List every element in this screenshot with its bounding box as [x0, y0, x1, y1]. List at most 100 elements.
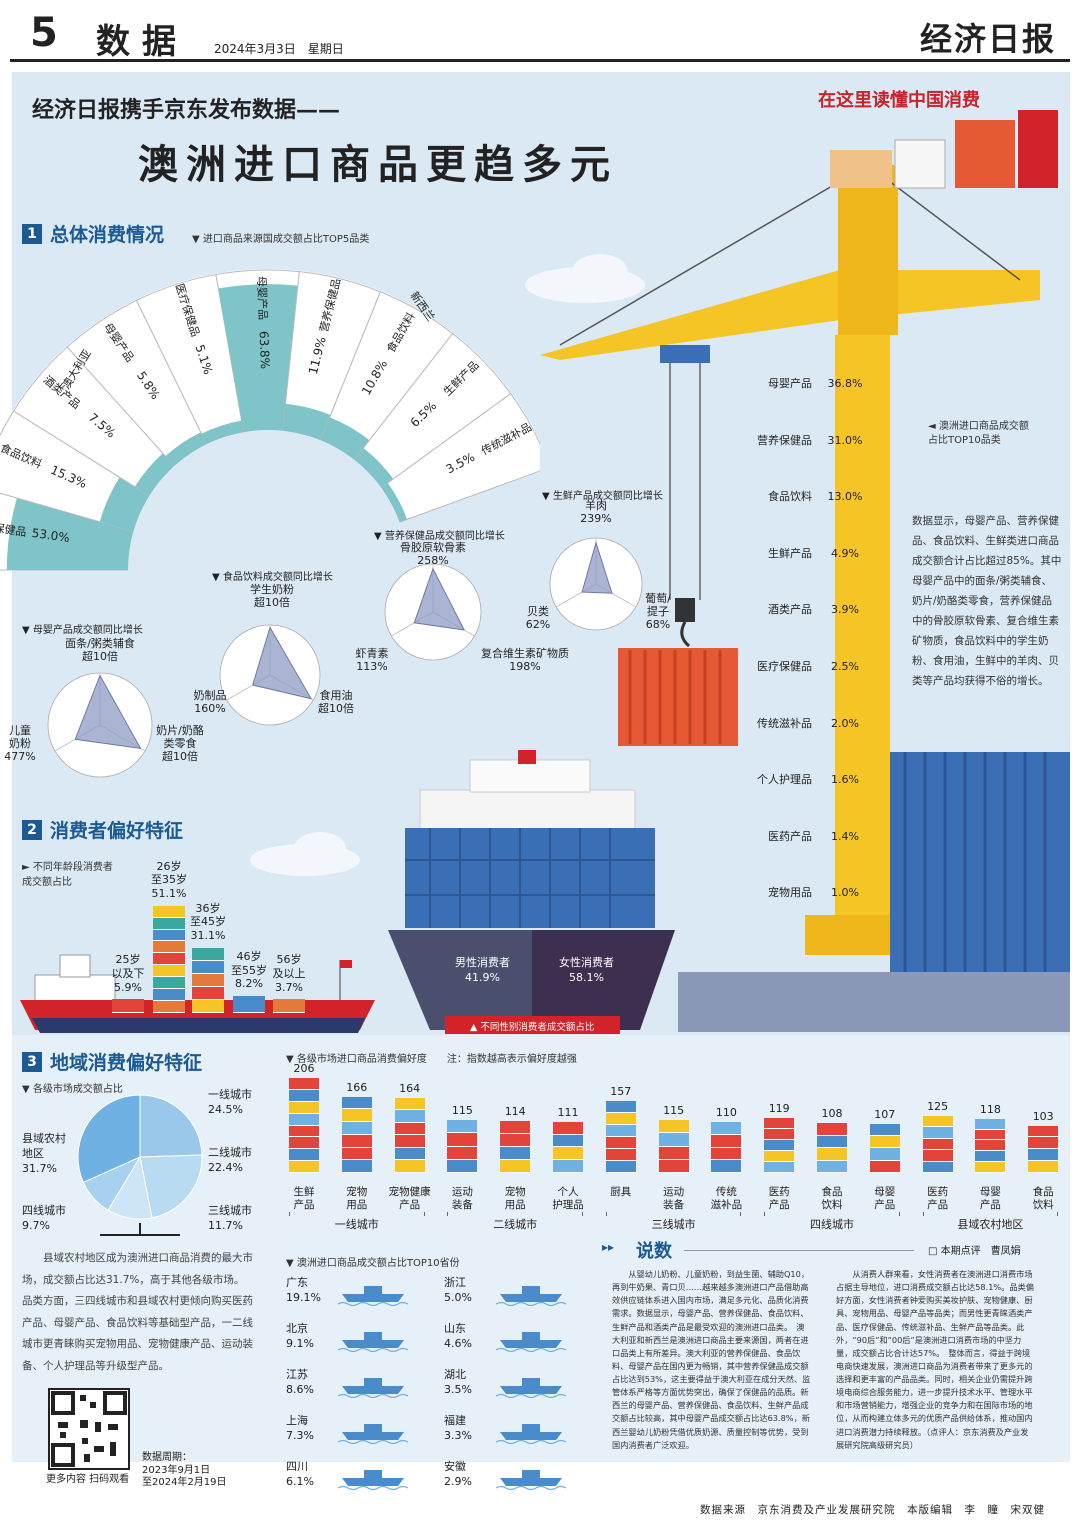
preference-bar-segment	[817, 1160, 847, 1173]
radar-label: 258%	[417, 554, 448, 567]
province-name: 浙江	[444, 1276, 466, 1289]
pie-label-name: 四线城市	[22, 1204, 66, 1217]
age-label: 56岁 及以上 3.7%	[259, 953, 319, 994]
ship-icon	[496, 1424, 566, 1444]
pie-label-value: 24.5%	[208, 1102, 243, 1116]
radar-label: 超10倍	[254, 595, 290, 609]
top10-row: 酒类产品 3.9%	[740, 600, 890, 620]
preference-bar	[500, 1120, 531, 1173]
preference-bar-segment	[975, 1129, 1006, 1141]
radar-label: 477%	[4, 750, 35, 763]
top10-row: 个人护理品 1.6%	[740, 770, 890, 790]
cloud-icon	[250, 254, 645, 876]
section-number: 3	[22, 1051, 42, 1072]
section-2-header: 2 消费者偏好特征	[22, 816, 183, 843]
pie-label-name: 县域农村 地区	[22, 1132, 66, 1160]
province-name: 北京	[286, 1322, 308, 1335]
province-name: 上海	[286, 1414, 308, 1427]
province-caption: ▼ 澳洲进口商品成交额占比TOP10省份	[286, 1258, 460, 1269]
preference-caption-text: 各级市场进口商品消费偏好度	[296, 1054, 427, 1065]
shopping-crates-illustration	[830, 110, 1058, 189]
radar-area	[252, 626, 313, 700]
radar-area	[581, 540, 613, 594]
preference-bar-segment	[1028, 1149, 1059, 1162]
top10-caption: ◄ 澳洲进口商品成交额 占比TOP10品类	[928, 421, 1029, 446]
top10-row: 食品饮料 13.0%	[740, 487, 890, 507]
province-item: 北京 9.1%	[286, 1322, 436, 1352]
preference-bar-segment	[869, 1123, 900, 1137]
comment-author: □ 本期点评 曹凤娟	[928, 1246, 1021, 1257]
origin-caption-text: 进口商品来源国成交额占比TOP5品类	[202, 234, 370, 245]
province-value: 9.1%	[286, 1336, 314, 1350]
radar-label: 复合维生素矿物质	[481, 646, 569, 660]
top10-category-name: 传统滋补品	[757, 716, 812, 730]
ship-icon	[338, 1424, 408, 1444]
preference-bar-segment	[289, 1113, 319, 1126]
pie-label-value: 9.7%	[22, 1218, 50, 1232]
issue-date: 2024年3月3日 星期日	[214, 42, 344, 56]
top10-category-name: 营养保健品	[757, 433, 812, 447]
radar-label: 学生奶粉	[250, 582, 294, 596]
province-item: 湖北 3.5%	[444, 1368, 594, 1398]
preference-bar-segment	[817, 1148, 847, 1161]
top10-category-value: 4.9%	[831, 546, 859, 560]
age-bar-segment	[273, 999, 305, 1013]
preference-bar-segment	[605, 1124, 636, 1137]
preference-category: 母婴 产品	[874, 1186, 896, 1212]
age-bar	[233, 995, 265, 1013]
preference-value: 107	[874, 1107, 896, 1121]
section-name: 数据	[96, 22, 188, 62]
preference-bar-segment	[289, 1149, 319, 1162]
preference-value: 118	[979, 1102, 1001, 1116]
province-value: 8.6%	[286, 1382, 314, 1396]
radar-label: 虾青素	[356, 647, 389, 660]
comment-column-1: 从婴幼儿奶粉、儿童奶粉，到益生菌、辅助Q10，再到牛奶果、青口贝……越来越多澳洲…	[612, 1269, 811, 1450]
top10-category-value: 1.6%	[831, 773, 859, 787]
preference-category: 个人 护理品	[552, 1186, 584, 1212]
age-bar-segment	[233, 995, 265, 1013]
double-arrow-icon: ▸▸	[602, 1240, 615, 1254]
section-number: 2	[22, 819, 42, 840]
top10-category-value: 2.0%	[831, 716, 859, 730]
section-3-header: 3 地域消费偏好特征	[22, 1048, 202, 1075]
comment-divider	[684, 1250, 914, 1251]
qr-code-icon	[51, 1391, 127, 1467]
age-bar	[153, 905, 185, 1013]
fan-value-label: 53.0%	[31, 526, 71, 545]
province-name: 广东	[286, 1276, 308, 1289]
preference-bar	[289, 1078, 319, 1173]
age-bar-segment	[153, 941, 185, 954]
top10-category-value: 3.9%	[831, 603, 859, 617]
pie-caption: ▼ 各级市场成交额占比	[22, 1084, 123, 1095]
preference-category: 宠物 用品	[504, 1186, 526, 1212]
top10-category-name: 医药产品	[768, 829, 812, 843]
pie-caption-text: 各级市场成交额占比	[32, 1084, 123, 1095]
preference-bar-segment	[394, 1160, 425, 1174]
province-name: 湖北	[444, 1368, 466, 1381]
preference-value: 111	[557, 1105, 579, 1119]
preference-bar-segment	[764, 1140, 795, 1152]
preference-bar-segment	[394, 1110, 425, 1123]
preference-bar-segment	[289, 1090, 319, 1102]
fan-value-bar	[282, 403, 331, 441]
age-label: 25岁 以及下 5.9%	[98, 953, 158, 994]
age-bar-segment	[153, 989, 185, 1002]
preference-bar-segment	[447, 1159, 478, 1173]
top10-category-name: 个人护理品	[757, 773, 812, 787]
preference-bar	[922, 1115, 953, 1173]
age-bar-segment	[192, 973, 224, 987]
pie-label: 四线城市 9.7%	[22, 1204, 66, 1234]
province-caption-text: 澳洲进口商品成交额占比TOP10省份	[296, 1258, 460, 1269]
preference-value: 115	[451, 1104, 473, 1118]
preference-bar-segment	[869, 1160, 900, 1174]
preference-value: 164	[399, 1081, 421, 1095]
radar-label: 奶粉	[9, 736, 31, 750]
gender-caption: ▲ 不同性别消费者成交额占比	[470, 1022, 595, 1033]
preference-category: 生鲜 产品	[293, 1186, 315, 1212]
preference-bar-segment	[711, 1122, 742, 1136]
preference-value: 119	[768, 1102, 790, 1116]
radar-label: 62%	[526, 618, 550, 631]
qr-code[interactable]	[48, 1388, 130, 1470]
top10-category-value: 13.0%	[827, 490, 863, 504]
preference-bar-segment	[922, 1138, 953, 1150]
